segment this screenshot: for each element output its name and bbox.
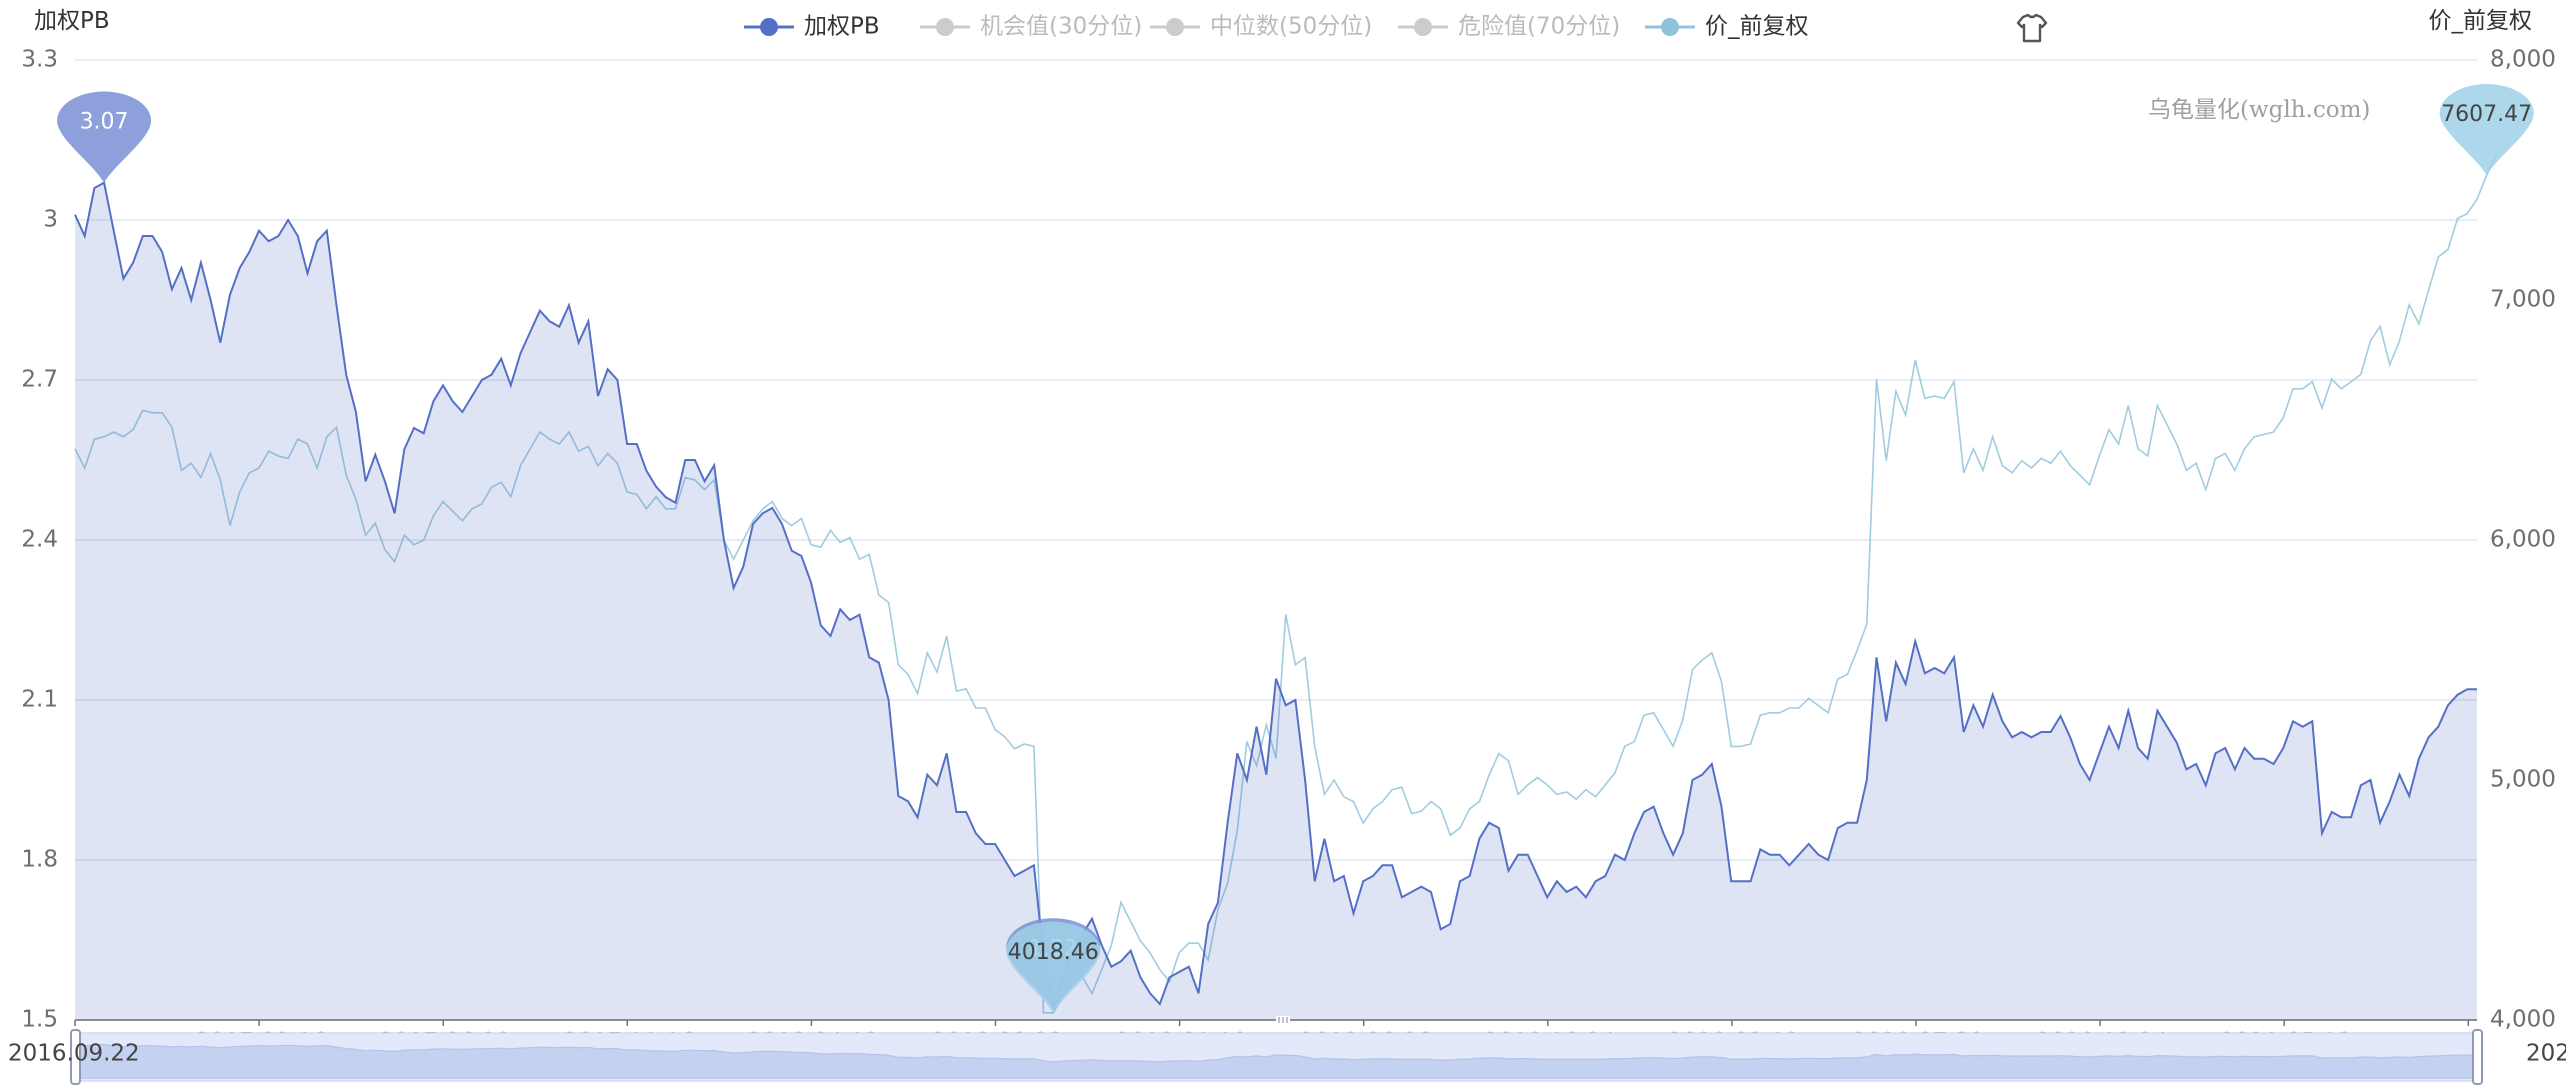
zoom-move-handle[interactable] bbox=[1276, 1016, 1290, 1024]
legend-item[interactable]: 价_前复权 bbox=[1645, 14, 1809, 40]
tshirt-icon[interactable] bbox=[2018, 15, 2046, 41]
svg-text:4018.46: 4018.46 bbox=[1008, 940, 1099, 965]
y-left-tick-label: 1.8 bbox=[21, 847, 58, 873]
zoom-start-label: 2016.09.22 bbox=[8, 1041, 140, 1067]
y-left-tick-label: 2.1 bbox=[21, 687, 58, 713]
legend-item[interactable]: 机会值(30分位) bbox=[920, 14, 1142, 40]
svg-text:2.12: 2.12 bbox=[2462, 0, 2511, 6]
svg-text:价_前复权: 价_前复权 bbox=[1705, 14, 1809, 40]
series-area-pb bbox=[75, 183, 2477, 1020]
y-left-tick-label: 2.7 bbox=[21, 367, 58, 393]
marker-pin: 7607.47 bbox=[2440, 84, 2534, 175]
legend: 加权PB 机会值(30分位) 中位数(50分位) 危险值(70分位) 价_前复权 bbox=[744, 14, 1809, 40]
y-left-tick-label: 3.3 bbox=[21, 47, 58, 73]
marker-pin: 2.12 bbox=[2462, 0, 2511, 6]
legend-item[interactable]: 危险值(70分位) bbox=[1398, 14, 1620, 40]
y-right-tick-label: 6,000 bbox=[2490, 527, 2556, 553]
y-right-tick-label: 8,000 bbox=[2490, 47, 2556, 73]
legend-item[interactable]: 中位数(50分位) bbox=[1150, 14, 1372, 40]
y-left-tick-label: 1.5 bbox=[21, 1007, 58, 1033]
y-right-tick-label: 4,000 bbox=[2490, 1007, 2556, 1033]
y-left-axis: 1.5 1.8 2.1 2.4 2.7 3 3.3 bbox=[21, 47, 58, 1033]
marker-pin: 3.07 bbox=[57, 92, 151, 183]
data-zoom-slider[interactable]: 2016.09.22 2021.09.08 bbox=[8, 1016, 2566, 1084]
zoom-end-label: 2021.09.08 bbox=[2526, 1041, 2566, 1067]
watermark-text: 乌龟量化(wglh.com) bbox=[2148, 97, 2370, 123]
y-left-tick-label: 3 bbox=[43, 207, 58, 233]
svg-text:危险值(70分位): 危险值(70分位) bbox=[1458, 14, 1620, 40]
svg-text:7607.47: 7607.47 bbox=[2441, 102, 2532, 127]
zoom-handle-right[interactable] bbox=[2473, 1030, 2482, 1084]
y-right-axis: 4,000 5,000 6,000 7,000 8,000 bbox=[2490, 47, 2556, 1033]
y-left-tick-label: 2.4 bbox=[21, 527, 58, 553]
legend-item[interactable]: 加权PB bbox=[744, 14, 880, 40]
y-right-tick-label: 7,000 bbox=[2490, 287, 2556, 313]
y-right-tick-label: 5,000 bbox=[2490, 767, 2556, 793]
y-right-axis-title: 价_前复权 bbox=[2429, 8, 2533, 34]
y-left-axis-title: 加权PB bbox=[34, 8, 110, 34]
svg-text:中位数(50分位): 中位数(50分位) bbox=[1210, 14, 1372, 40]
svg-text:3.07: 3.07 bbox=[80, 110, 129, 135]
svg-text:机会值(30分位): 机会值(30分位) bbox=[980, 14, 1142, 40]
svg-text:加权PB: 加权PB bbox=[804, 14, 880, 40]
